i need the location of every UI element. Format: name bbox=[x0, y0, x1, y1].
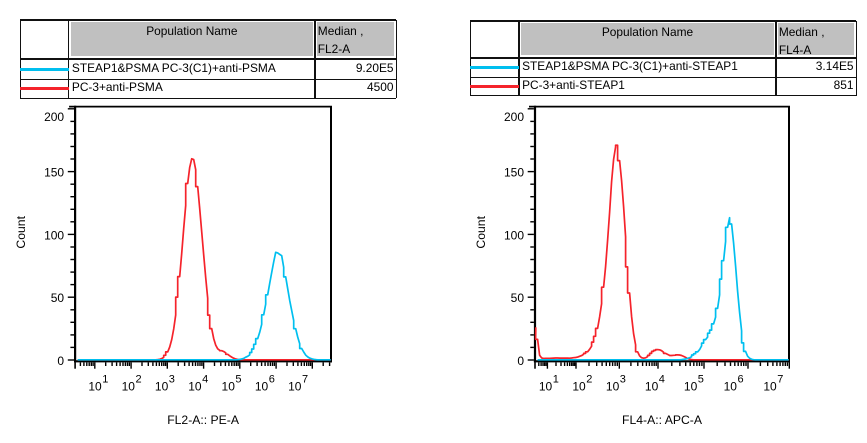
svg-text:100: 100 bbox=[504, 228, 524, 242]
svg-text:10: 10 bbox=[684, 379, 698, 393]
svg-text:10: 10 bbox=[539, 379, 553, 393]
svg-text:50: 50 bbox=[511, 291, 525, 305]
svg-text:10: 10 bbox=[606, 379, 620, 393]
svg-text:10: 10 bbox=[763, 379, 777, 393]
svg-text:2: 2 bbox=[586, 374, 592, 386]
svg-text:10: 10 bbox=[122, 379, 136, 393]
svg-text:10: 10 bbox=[155, 379, 169, 393]
svg-text:4: 4 bbox=[202, 374, 208, 386]
svg-text:10: 10 bbox=[645, 379, 659, 393]
svg-text:5: 5 bbox=[698, 374, 704, 386]
svg-text:6: 6 bbox=[738, 374, 744, 386]
svg-text:Count: Count bbox=[14, 215, 28, 248]
svg-text:FL4-A:: APC-A: FL4-A:: APC-A bbox=[622, 413, 703, 427]
svg-text:10: 10 bbox=[288, 379, 302, 393]
svg-text:10: 10 bbox=[724, 379, 738, 393]
svg-text:150: 150 bbox=[44, 166, 64, 180]
svg-text:4: 4 bbox=[659, 374, 665, 386]
svg-text:50: 50 bbox=[51, 291, 65, 305]
svg-text:200: 200 bbox=[504, 110, 524, 124]
svg-text:3: 3 bbox=[620, 374, 626, 386]
svg-text:200: 200 bbox=[44, 110, 64, 124]
svg-text:1: 1 bbox=[553, 374, 559, 386]
svg-text:3: 3 bbox=[169, 374, 175, 386]
svg-text:7: 7 bbox=[777, 374, 783, 386]
svg-text:10: 10 bbox=[255, 379, 269, 393]
svg-text:10: 10 bbox=[188, 379, 202, 393]
svg-text:Count: Count bbox=[474, 215, 488, 248]
svg-text:5: 5 bbox=[235, 374, 241, 386]
svg-text:150: 150 bbox=[504, 166, 524, 180]
svg-text:FL2-A:: PE-A: FL2-A:: PE-A bbox=[167, 413, 240, 427]
svg-text:100: 100 bbox=[44, 228, 64, 242]
svg-text:2: 2 bbox=[136, 374, 142, 386]
svg-text:10: 10 bbox=[572, 379, 586, 393]
svg-text:10: 10 bbox=[88, 379, 102, 393]
svg-text:0: 0 bbox=[57, 354, 64, 368]
svg-text:1: 1 bbox=[102, 374, 108, 386]
svg-text:0: 0 bbox=[517, 354, 524, 368]
svg-text:10: 10 bbox=[222, 379, 236, 393]
svg-text:6: 6 bbox=[269, 374, 275, 386]
svg-text:7: 7 bbox=[302, 374, 308, 386]
